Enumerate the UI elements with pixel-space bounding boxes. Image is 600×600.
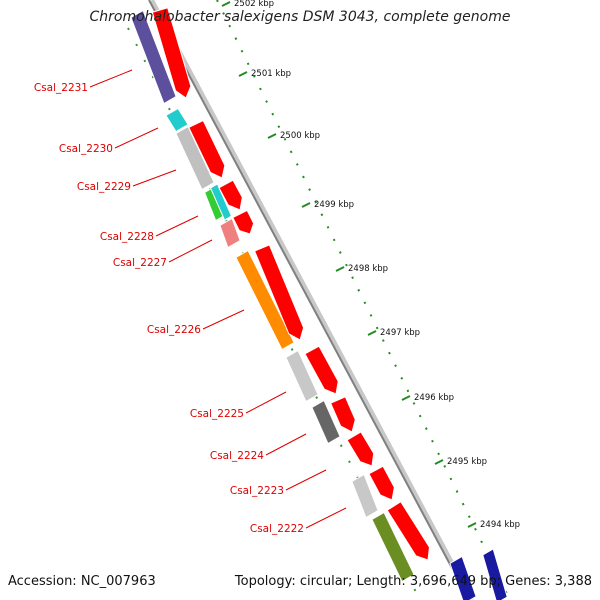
tick-mark bbox=[221, 1, 231, 7]
cds-arrow bbox=[304, 345, 339, 395]
leader-line bbox=[114, 127, 159, 149]
map-title: Chromohalobacter salexigens DSM 3043, co… bbox=[89, 9, 511, 25]
cds-arrow bbox=[218, 179, 243, 211]
cds-arrow bbox=[386, 501, 430, 561]
cds-arrow bbox=[232, 209, 255, 235]
cog-block bbox=[209, 183, 233, 221]
gene-label: Csal_2229 bbox=[77, 181, 131, 193]
tick-mark bbox=[335, 266, 345, 272]
cog-block bbox=[235, 249, 295, 351]
leader-line bbox=[285, 469, 327, 491]
cog-block bbox=[165, 107, 189, 133]
leader-line bbox=[132, 169, 177, 187]
tick-label: 2496 kbp bbox=[414, 393, 454, 403]
tick-label: 2499 kbp bbox=[314, 200, 354, 210]
gene-label: Csal_2231 bbox=[34, 82, 88, 94]
leader-line bbox=[202, 309, 245, 330]
gene-label: Csal_2223 bbox=[230, 485, 284, 497]
tick-mark bbox=[367, 330, 377, 336]
tick-mark bbox=[238, 71, 248, 77]
tick-label: 2494 kbp bbox=[480, 520, 520, 530]
tick-mark bbox=[434, 459, 444, 465]
tick-label: 2500 kbp bbox=[280, 131, 320, 141]
leader-line bbox=[265, 433, 307, 456]
gene-label: Csal_2228 bbox=[100, 231, 154, 243]
backbone-line bbox=[148, 0, 470, 600]
leader-line bbox=[245, 391, 287, 414]
gene-label: Csal_2224 bbox=[210, 450, 264, 462]
cog-block bbox=[175, 125, 215, 191]
cds-arrow bbox=[368, 465, 395, 501]
tick-mark bbox=[401, 395, 411, 401]
gene-label: Csal_2227 bbox=[113, 257, 167, 269]
leader-line bbox=[89, 69, 133, 88]
tick-mark bbox=[301, 202, 311, 208]
cog-block bbox=[311, 399, 341, 445]
cog-block bbox=[371, 511, 415, 583]
tick-label: 2495 kbp bbox=[447, 457, 487, 467]
tick-mark bbox=[467, 522, 477, 528]
cds-arrow bbox=[346, 431, 375, 467]
accession-text: Accession: NC_007963 bbox=[8, 574, 156, 589]
gene-label: Csal_2225 bbox=[190, 408, 244, 420]
tick-label: 2497 kbp bbox=[380, 328, 420, 338]
tick-label: 2498 kbp bbox=[348, 264, 388, 274]
leader-line bbox=[168, 239, 213, 263]
gene-label: Csal_2226 bbox=[147, 324, 201, 336]
tick-label: 2502 kbp bbox=[234, 0, 274, 9]
cds-arrow bbox=[188, 119, 226, 179]
cog-block bbox=[130, 9, 177, 105]
tick-label: 2501 kbp bbox=[251, 69, 291, 79]
backbone-shadow bbox=[150, 0, 474, 600]
cog-block bbox=[482, 548, 508, 600]
gene-label: Csal_2230 bbox=[59, 143, 113, 155]
leader-line bbox=[155, 215, 199, 237]
cds-arrow bbox=[253, 244, 305, 341]
genome-summary-text: Topology: circular; Length: 3,696,649 bp… bbox=[234, 574, 592, 589]
cog-block bbox=[219, 217, 241, 249]
cog-block bbox=[285, 349, 319, 403]
gene-label: Csal_2222 bbox=[250, 523, 304, 535]
cog-block bbox=[449, 555, 477, 600]
leader-line bbox=[305, 507, 347, 529]
cog-block bbox=[351, 473, 379, 519]
cds-arrow bbox=[330, 396, 356, 433]
tick-mark bbox=[267, 133, 277, 139]
cds-arrow bbox=[151, 7, 192, 99]
